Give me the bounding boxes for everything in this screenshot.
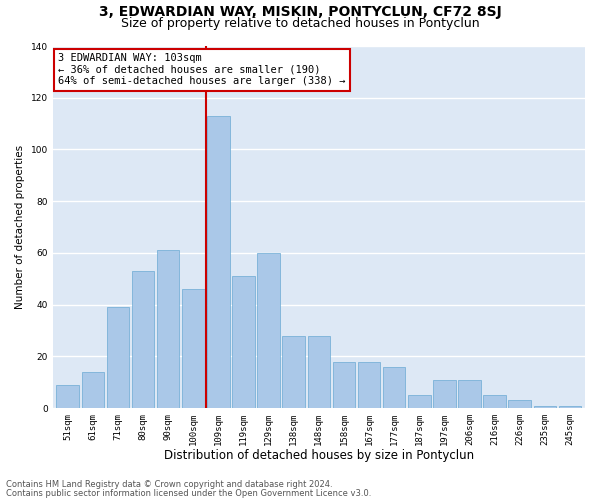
Bar [132, 271, 154, 408]
Bar [157, 250, 179, 408]
Bar [182, 289, 205, 408]
Text: Size of property relative to detached houses in Pontyclun: Size of property relative to detached ho… [121, 18, 479, 30]
Bar [508, 400, 531, 408]
Bar [408, 396, 431, 408]
Bar [383, 367, 406, 408]
Text: 3 EDWARDIAN WAY: 103sqm
← 36% of detached houses are smaller (190)
64% of semi-d: 3 EDWARDIAN WAY: 103sqm ← 36% of detache… [58, 53, 346, 86]
Bar [559, 406, 581, 408]
Bar [82, 372, 104, 408]
Bar [56, 385, 79, 408]
Text: Contains HM Land Registry data © Crown copyright and database right 2024.: Contains HM Land Registry data © Crown c… [6, 480, 332, 489]
Bar [332, 362, 355, 408]
Bar [257, 253, 280, 408]
Bar [433, 380, 455, 408]
Bar [358, 362, 380, 408]
Bar [484, 396, 506, 408]
Bar [458, 380, 481, 408]
X-axis label: Distribution of detached houses by size in Pontyclun: Distribution of detached houses by size … [164, 450, 474, 462]
Text: 3, EDWARDIAN WAY, MISKIN, PONTYCLUN, CF72 8SJ: 3, EDWARDIAN WAY, MISKIN, PONTYCLUN, CF7… [98, 5, 502, 19]
Text: Contains public sector information licensed under the Open Government Licence v3: Contains public sector information licen… [6, 488, 371, 498]
Bar [207, 116, 230, 408]
Bar [107, 308, 129, 408]
Bar [533, 406, 556, 408]
Bar [308, 336, 330, 408]
Bar [232, 276, 255, 408]
Bar [283, 336, 305, 408]
Y-axis label: Number of detached properties: Number of detached properties [15, 145, 25, 309]
